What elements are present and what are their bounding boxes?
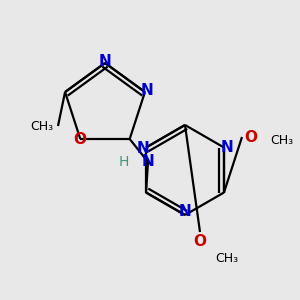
Text: CH₃: CH₃ (270, 134, 293, 146)
Text: CH₃: CH₃ (215, 251, 238, 265)
Text: CH₃: CH₃ (30, 119, 54, 133)
Text: N: N (220, 140, 233, 155)
Text: O: O (194, 235, 206, 250)
Text: N: N (178, 205, 191, 220)
Text: O: O (73, 133, 86, 148)
Text: O: O (244, 130, 257, 145)
Text: N: N (137, 141, 149, 156)
Text: N: N (142, 154, 154, 169)
Text: H: H (119, 155, 129, 169)
Text: N: N (141, 82, 153, 98)
Text: N: N (99, 53, 111, 68)
